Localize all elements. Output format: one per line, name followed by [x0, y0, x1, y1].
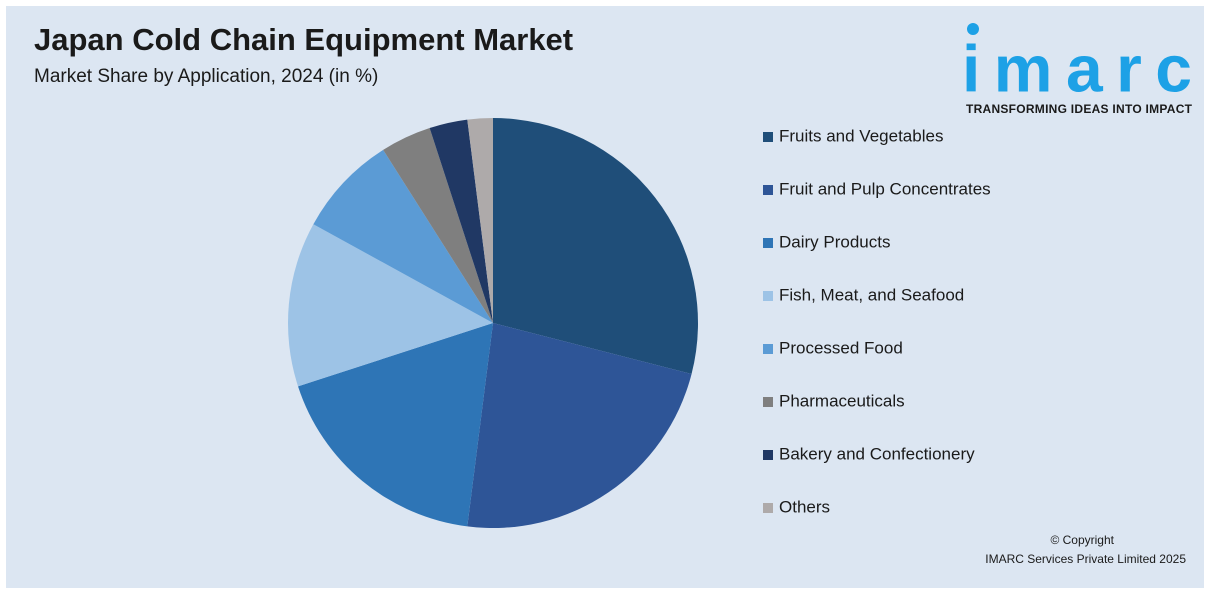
pie-slice [288, 224, 493, 387]
legend-swatch [763, 132, 773, 142]
pie-slice [467, 118, 493, 323]
logo: imarc [962, 31, 1192, 105]
copyright: IMARC Services Private Limited 2025 [985, 552, 1186, 566]
legend-swatch [763, 185, 773, 195]
legend-swatch [763, 291, 773, 301]
logo-dot [967, 23, 979, 35]
pie-slice [383, 128, 493, 323]
legend-label: Fruit and Pulp Concentrates [779, 179, 991, 198]
legend-label: Bakery and Confectionery [779, 444, 975, 463]
pie-slice [493, 118, 698, 374]
legend-swatch [763, 238, 773, 248]
legend-label: Fruits and Vegetables [779, 126, 943, 145]
pie-slice [298, 323, 493, 527]
logo-tagline: TRANSFORMING IDEAS INTO IMPACT [966, 102, 1193, 116]
legend-swatch [763, 450, 773, 460]
pie-slice [313, 149, 493, 323]
legend-swatch [763, 397, 773, 407]
legend-label: Others [779, 497, 830, 516]
legend-label: Pharmaceuticals [779, 391, 905, 410]
legend-swatch [763, 503, 773, 513]
legend-label: Fish, Meat, and Seafood [779, 285, 964, 304]
chart-title: Japan Cold Chain Equipment Market [34, 22, 573, 57]
pie-slice [467, 323, 692, 528]
pie-slice [429, 119, 493, 323]
chart-subtitle: Market Share by Application, 2024 (in %) [34, 66, 378, 87]
legend-label: Processed Food [779, 338, 903, 357]
copyright: © Copyright [1050, 533, 1114, 547]
legend-label: Dairy Products [779, 232, 890, 251]
legend-swatch [763, 344, 773, 354]
